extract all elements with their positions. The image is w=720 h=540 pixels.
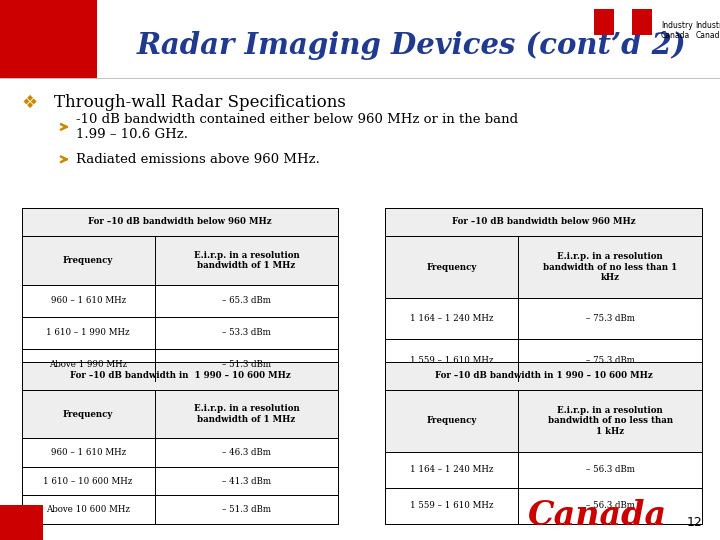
Text: – 56.3 dBm: – 56.3 dBm: [585, 465, 634, 475]
Text: 960 – 1 610 MHz: 960 – 1 610 MHz: [50, 296, 126, 305]
Text: 1 610 – 10 600 MHz: 1 610 – 10 600 MHz: [43, 477, 132, 485]
Bar: [594, 9, 614, 35]
Text: Frequency: Frequency: [63, 256, 113, 265]
Text: Frequency: Frequency: [426, 262, 477, 272]
Text: – 65.3 dBm: – 65.3 dBm: [222, 296, 271, 305]
Bar: [22, 316, 338, 349]
Bar: [22, 438, 338, 467]
Bar: [385, 452, 702, 488]
Bar: [385, 362, 702, 524]
Text: 1 559 – 1 610 MHz: 1 559 – 1 610 MHz: [410, 355, 493, 364]
Bar: [22, 467, 338, 495]
Text: For –10 dB bandwidth below 960 MHz: For –10 dB bandwidth below 960 MHz: [451, 218, 636, 226]
Text: 1 559 – 1 610 MHz: 1 559 – 1 610 MHz: [410, 501, 493, 510]
Text: Frequency: Frequency: [63, 410, 113, 418]
Text: 1 164 – 1 240 MHz: 1 164 – 1 240 MHz: [410, 465, 493, 475]
Bar: [385, 208, 702, 381]
Text: Industry
Canada: Industry Canada: [661, 21, 693, 40]
Text: ❖: ❖: [22, 93, 37, 112]
Text: Radar Imaging Devices (cont’d 2): Radar Imaging Devices (cont’d 2): [137, 31, 686, 60]
Bar: [22, 349, 338, 381]
Bar: [22, 390, 338, 438]
Text: – 56.3 dBm: – 56.3 dBm: [585, 501, 634, 510]
Bar: [0, 505, 43, 540]
Bar: [385, 362, 702, 390]
Text: Frequency: Frequency: [426, 416, 477, 426]
Bar: [22, 362, 338, 390]
Text: Above 10 600 MHz: Above 10 600 MHz: [46, 505, 130, 514]
Text: – 53.3 dBm: – 53.3 dBm: [222, 328, 271, 337]
Bar: [22, 285, 338, 316]
Text: -10 dB bandwidth contained either below 960 MHz or in the band
1.99 – 10.6 GHz.: -10 dB bandwidth contained either below …: [76, 113, 518, 141]
Text: 1 610 – 1 990 MHz: 1 610 – 1 990 MHz: [46, 328, 130, 337]
Bar: [22, 495, 338, 524]
Bar: [22, 208, 338, 236]
Text: Above 1 990 MHz: Above 1 990 MHz: [49, 360, 127, 369]
Bar: [385, 488, 702, 524]
Text: For –10 dB bandwidth in 1 990 – 10 600 MHz: For –10 dB bandwidth in 1 990 – 10 600 M…: [435, 372, 652, 380]
Text: E.i.r.p. in a resolution
bandwidth of 1 MHz: E.i.r.p. in a resolution bandwidth of 1 …: [194, 404, 300, 424]
Text: E.i.r.p. in a resolution
bandwidth of no less than
1 kHz: E.i.r.p. in a resolution bandwidth of no…: [548, 406, 672, 436]
Bar: [385, 208, 702, 236]
Bar: [385, 298, 702, 340]
Text: E.i.r.p. in a resolution
bandwidth of 1 MHz: E.i.r.p. in a resolution bandwidth of 1 …: [194, 251, 300, 270]
Text: 960 – 1 610 MHz: 960 – 1 610 MHz: [50, 448, 126, 457]
Text: For –10 dB bandwidth below 960 MHz: For –10 dB bandwidth below 960 MHz: [88, 218, 272, 226]
Text: – 75.3 dBm: – 75.3 dBm: [585, 314, 634, 323]
Text: For –10 dB bandwidth in  1 990 – 10 600 MHz: For –10 dB bandwidth in 1 990 – 10 600 M…: [70, 372, 290, 380]
Bar: [22, 208, 338, 381]
Bar: [632, 9, 652, 35]
Text: 1 164 – 1 240 MHz: 1 164 – 1 240 MHz: [410, 314, 493, 323]
Bar: [22, 236, 338, 285]
Text: E.i.r.p. in a resolution
bandwidth of no less than 1
kHz: E.i.r.p. in a resolution bandwidth of no…: [543, 252, 678, 282]
Bar: [385, 236, 702, 298]
Bar: [0, 0, 97, 78]
Bar: [385, 340, 702, 381]
Text: Radiated emissions above 960 MHz.: Radiated emissions above 960 MHz.: [76, 153, 320, 166]
Text: Through-wall Radar Specifications: Through-wall Radar Specifications: [54, 94, 346, 111]
Text: – 51.3 dBm: – 51.3 dBm: [222, 360, 271, 369]
Text: – 41.3 dBm: – 41.3 dBm: [222, 477, 271, 485]
Text: Industrie
Canada: Industrie Canada: [696, 21, 720, 40]
Text: 12: 12: [686, 516, 702, 529]
Text: – 51.3 dBm: – 51.3 dBm: [222, 505, 271, 514]
Bar: [22, 362, 338, 524]
Text: Canada: Canada: [528, 499, 667, 532]
Text: – 75.3 dBm: – 75.3 dBm: [585, 355, 634, 364]
Bar: [385, 390, 702, 452]
Text: – 46.3 dBm: – 46.3 dBm: [222, 448, 271, 457]
